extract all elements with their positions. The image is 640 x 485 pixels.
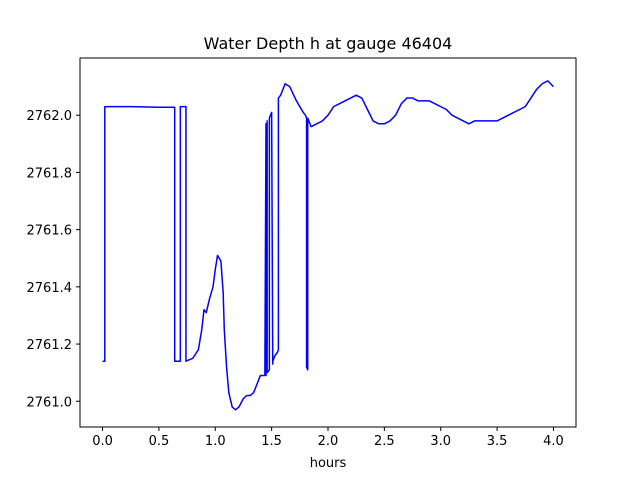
y-tick-label: 2761.0	[27, 395, 73, 410]
series-line-0	[102, 80, 554, 411]
y-tick-label: 2761.2	[27, 338, 73, 353]
x-tick-label: 1.5	[261, 434, 282, 449]
x-tick-label: 4.0	[543, 434, 564, 449]
x-tick-label: 1.0	[205, 434, 226, 449]
x-axis-label: hours	[310, 456, 347, 471]
y-tick-label: 2762.0	[27, 109, 73, 124]
y-tick-label: 2761.4	[27, 281, 73, 296]
chart-title: Water Depth h at gauge 46404	[204, 34, 453, 53]
plot-area: 0.0 0.5 1.0 1.5 2.0 2.5 3.0 3.5 4.0 2761.0 2761.2 2…	[27, 57, 577, 449]
x-tick-label: 3.0	[430, 434, 451, 449]
x-tick-label: 0.0	[92, 434, 113, 449]
x-tick-label: 2.0	[318, 434, 339, 449]
x-tick-label: 3.5	[487, 434, 508, 449]
x-tick-label: 0.5	[149, 434, 170, 449]
x-tick-label: 2.5	[374, 434, 395, 449]
y-tick-label: 2761.8	[27, 166, 73, 181]
y-tick-label: 2761.6	[27, 224, 73, 239]
